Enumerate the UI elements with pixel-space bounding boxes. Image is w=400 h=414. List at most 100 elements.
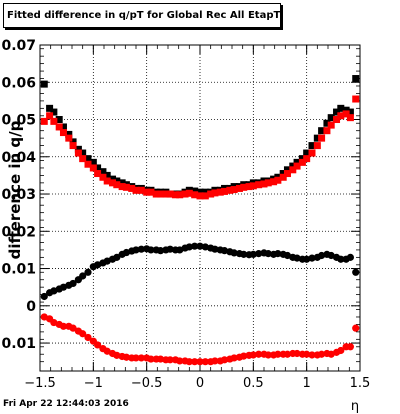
data-point-square	[279, 173, 287, 181]
data-point-square	[109, 175, 117, 183]
data-point-square	[303, 149, 311, 157]
data-point-square	[240, 183, 248, 191]
data-point-square	[59, 129, 67, 137]
data-point-circle	[137, 354, 145, 362]
data-point-circle	[84, 268, 92, 276]
data-point-square	[113, 177, 121, 185]
data-point-square	[226, 186, 234, 194]
data-point-square	[298, 155, 306, 163]
data-point-square	[337, 112, 345, 120]
data-point-circle	[293, 349, 301, 358]
data-point-square	[79, 149, 87, 157]
data-point-square	[255, 181, 263, 189]
data-point-square	[327, 114, 335, 122]
data-point-square	[143, 188, 151, 196]
data-point-circle	[156, 247, 165, 255]
data-point-circle	[255, 250, 263, 258]
data-point-square	[216, 188, 224, 196]
data-point-circle	[196, 242, 204, 250]
data-point-square	[128, 184, 136, 192]
data-point-square	[113, 181, 121, 189]
data-point-square	[147, 188, 155, 196]
data-point-square	[89, 164, 97, 172]
data-point-square	[293, 158, 301, 166]
y-tick-label: 0.06	[1, 75, 36, 91]
data-point-circle	[84, 333, 92, 342]
data-point-square	[40, 117, 48, 125]
data-point-circle	[201, 358, 209, 366]
data-point-square	[50, 117, 58, 125]
data-point-circle	[230, 354, 238, 362]
data-point-circle	[185, 358, 193, 366]
data-point-square	[313, 142, 321, 150]
data-point-circle	[337, 255, 345, 263]
data-point-square	[289, 162, 297, 170]
data-point-square	[69, 142, 77, 150]
data-point-circle	[352, 268, 360, 276]
chart-title: Fitted difference in q/pT for Global Rec…	[7, 10, 281, 21]
data-point-square	[264, 179, 272, 187]
y-tick-label: 0.05	[1, 113, 36, 129]
data-point-square	[283, 170, 291, 178]
data-point-circle	[264, 250, 272, 258]
x-axis-label: η	[351, 399, 359, 414]
data-point-square	[342, 106, 350, 114]
data-point-square	[74, 145, 82, 153]
data-point-circle	[303, 350, 311, 358]
data-point-square	[171, 191, 179, 199]
data-point-square	[162, 190, 170, 198]
data-point-square	[99, 168, 107, 176]
y-tick-label: 0.02	[1, 224, 36, 240]
y-tick-label: 0.04	[1, 150, 36, 166]
data-point-circle	[185, 243, 193, 251]
data-point-square	[245, 183, 253, 191]
data-point-square	[327, 121, 335, 129]
data-point-square	[65, 130, 73, 138]
data-point-square	[249, 182, 257, 190]
data-point-square	[323, 127, 331, 135]
data-point-circle	[40, 292, 48, 301]
data-point-circle	[264, 351, 272, 359]
data-point-circle	[318, 350, 326, 358]
data-point-square	[74, 149, 82, 157]
data-point-square	[211, 189, 219, 197]
x-tick-label: −1	[84, 376, 103, 391]
data-point-square	[318, 127, 326, 135]
data-point-square	[293, 162, 301, 170]
data-point-circle	[69, 279, 77, 288]
data-point-square	[230, 186, 238, 194]
data-point-square	[337, 104, 345, 112]
data-point-circle	[176, 357, 184, 365]
data-point-circle	[346, 253, 354, 261]
data-point-square	[118, 183, 126, 191]
data-point-square	[84, 160, 92, 168]
data-point-square	[346, 114, 354, 122]
data-point-square	[298, 158, 306, 166]
data-point-square	[260, 180, 268, 188]
y-tick-label: 0.03	[1, 187, 36, 203]
data-point-square	[84, 155, 92, 163]
data-point-circle	[122, 353, 130, 361]
data-point-circle	[113, 253, 121, 261]
data-point-square	[333, 116, 341, 124]
data-point-square	[308, 149, 316, 157]
data-point-circle	[346, 343, 354, 351]
data-point-circle	[230, 249, 238, 257]
data-point-circle	[132, 246, 140, 254]
data-point-square	[191, 191, 199, 199]
data-point-square	[318, 134, 326, 142]
data-point-circle	[274, 350, 282, 358]
data-point-square	[303, 155, 311, 163]
data-point-circle	[249, 250, 257, 258]
data-point-square	[46, 112, 54, 120]
x-tick-label: 0.5	[243, 376, 264, 391]
data-point-square	[152, 190, 160, 198]
data-point-circle	[308, 254, 316, 262]
data-point-square	[103, 177, 111, 185]
data-point-square	[40, 80, 48, 88]
x-tick-labels: −1.5 −1 −0.5 0 0.5 1 1.5	[24, 376, 370, 391]
data-point-circle	[166, 245, 174, 253]
data-point-square	[313, 134, 321, 142]
grid-lines	[40, 45, 360, 371]
